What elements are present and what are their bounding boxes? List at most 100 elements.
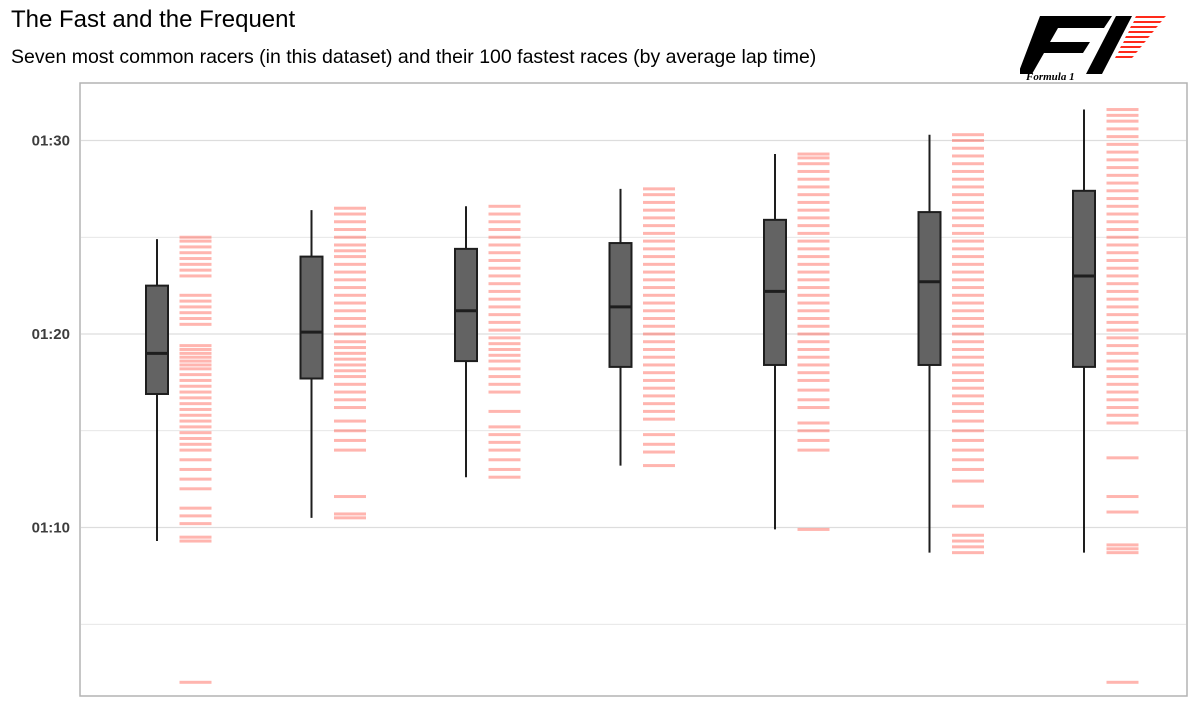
race-tick — [952, 458, 984, 462]
race-tick — [797, 363, 830, 367]
racer-group — [608, 187, 675, 468]
box — [917, 211, 942, 366]
race-tick — [952, 551, 984, 555]
race-tick — [797, 371, 830, 375]
box — [145, 284, 169, 395]
plot-frame — [79, 82, 1188, 697]
race-tick — [179, 239, 212, 243]
race-tick — [797, 239, 830, 243]
race-tick — [334, 220, 366, 224]
race-tick — [1106, 551, 1139, 555]
race-tick — [643, 231, 675, 235]
race-tick — [179, 514, 212, 518]
race-tick — [1106, 197, 1139, 201]
race-tick — [179, 305, 212, 309]
race-tick — [643, 386, 675, 390]
race-tick — [797, 347, 830, 351]
race-tick — [488, 382, 521, 386]
race-tick — [334, 419, 366, 423]
race-tick — [952, 278, 984, 282]
race-tick — [1106, 282, 1139, 286]
race-tick — [1106, 495, 1139, 499]
race-tick — [1106, 421, 1139, 425]
race-tick — [179, 344, 212, 348]
race-tick — [1106, 113, 1139, 117]
race-tick — [1106, 173, 1139, 177]
race-tick — [952, 545, 984, 549]
race-tick — [1106, 320, 1139, 324]
race-tick — [643, 355, 675, 359]
race-tick — [643, 293, 675, 297]
race-tick — [643, 208, 675, 212]
box — [299, 255, 324, 380]
race-tick — [179, 487, 212, 491]
race-tick — [952, 340, 984, 344]
race-tick — [1106, 212, 1139, 216]
race-tick — [334, 398, 366, 402]
race-tick — [179, 245, 212, 249]
race-tick — [1106, 142, 1139, 146]
race-tick — [1106, 135, 1139, 139]
race-tick — [1106, 413, 1139, 417]
race-tick — [797, 262, 830, 266]
race-tick — [179, 431, 212, 435]
race-tick — [952, 448, 984, 452]
race-tick — [797, 378, 830, 382]
race-tick — [643, 363, 675, 367]
racer-group — [145, 235, 212, 684]
race-tick — [643, 200, 675, 204]
race-tick — [797, 270, 830, 274]
race-tick — [488, 266, 521, 270]
race-tick — [488, 328, 521, 332]
race-tick — [179, 436, 212, 440]
race-tick — [179, 539, 212, 543]
race-tick — [179, 351, 212, 355]
race-tick — [643, 286, 675, 290]
race-tick — [488, 228, 521, 232]
race-tick — [1106, 228, 1139, 232]
race-tick — [334, 438, 366, 442]
race-tick — [797, 309, 830, 313]
race-tick — [643, 450, 675, 454]
race-tick — [488, 347, 521, 351]
race-tick — [952, 154, 984, 158]
race-tick — [797, 286, 830, 290]
race-tick — [643, 262, 675, 266]
race-tick — [1106, 456, 1139, 460]
race-tick — [1106, 547, 1139, 551]
race-tick — [179, 680, 212, 684]
y-tick-label: 01:30 — [32, 133, 70, 150]
race-tick — [797, 527, 830, 531]
race-tick — [643, 278, 675, 282]
race-tick — [334, 278, 366, 282]
race-tick — [334, 270, 366, 274]
race-tick — [797, 317, 830, 321]
race-tick — [952, 363, 984, 367]
race-tick — [952, 193, 984, 197]
race-tick — [179, 373, 212, 377]
race-tick — [179, 402, 212, 406]
race-tick — [334, 235, 366, 239]
box — [608, 242, 633, 368]
race-tick — [334, 293, 366, 297]
race-tick — [643, 317, 675, 321]
race-tick — [1106, 243, 1139, 247]
race-tick — [797, 398, 830, 402]
race-tick — [179, 251, 212, 255]
race-tick — [1106, 297, 1139, 301]
race-tick — [952, 270, 984, 274]
race-tick — [179, 299, 212, 303]
race-tick — [1106, 150, 1139, 154]
race-tick — [334, 309, 366, 313]
race-tick — [179, 262, 212, 266]
race-tick — [952, 286, 984, 290]
race-tick — [179, 413, 212, 417]
race-tick — [1106, 398, 1139, 402]
race-tick — [797, 224, 830, 228]
race-tick — [643, 433, 675, 437]
racer-group — [917, 133, 984, 555]
race-tick — [334, 390, 366, 394]
race-tick — [952, 255, 984, 259]
race-tick — [179, 363, 212, 367]
race-tick — [488, 282, 521, 286]
